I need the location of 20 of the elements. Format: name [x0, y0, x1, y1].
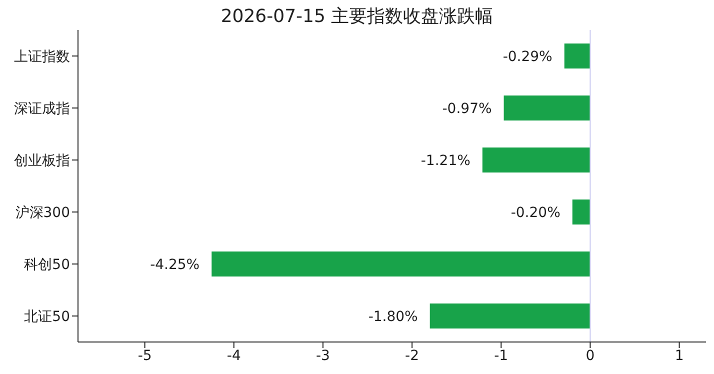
data-label: -0.20%: [510, 204, 560, 221]
chart-title: 2026-07-15 主要指数收盘涨跌幅: [220, 5, 494, 28]
x-tick-label: -3: [316, 348, 330, 364]
x-tick-label: -5: [138, 348, 152, 364]
x-tick-label: 0: [586, 348, 595, 364]
x-tick-label: -4: [226, 348, 241, 364]
data-label: -4.25%: [150, 256, 200, 273]
y-tick-label: 创业板指: [14, 152, 70, 169]
y-tick-label: 科创50: [24, 256, 70, 273]
data-label: -1.80%: [368, 308, 418, 325]
data-label: -0.97%: [442, 100, 492, 117]
y-tick-label: 北证50: [24, 308, 70, 325]
data-label: -1.21%: [420, 152, 470, 169]
x-tick-label: 1: [674, 348, 684, 364]
x-tick-label: -2: [405, 348, 420, 364]
y-tick-label: 上证指数: [14, 48, 70, 65]
x-tick-label: -1: [494, 348, 508, 364]
data-label: -0.29%: [502, 48, 552, 65]
y-tick-label: 沪深300: [15, 204, 70, 221]
y-tick-label: 深证成指: [14, 100, 70, 117]
